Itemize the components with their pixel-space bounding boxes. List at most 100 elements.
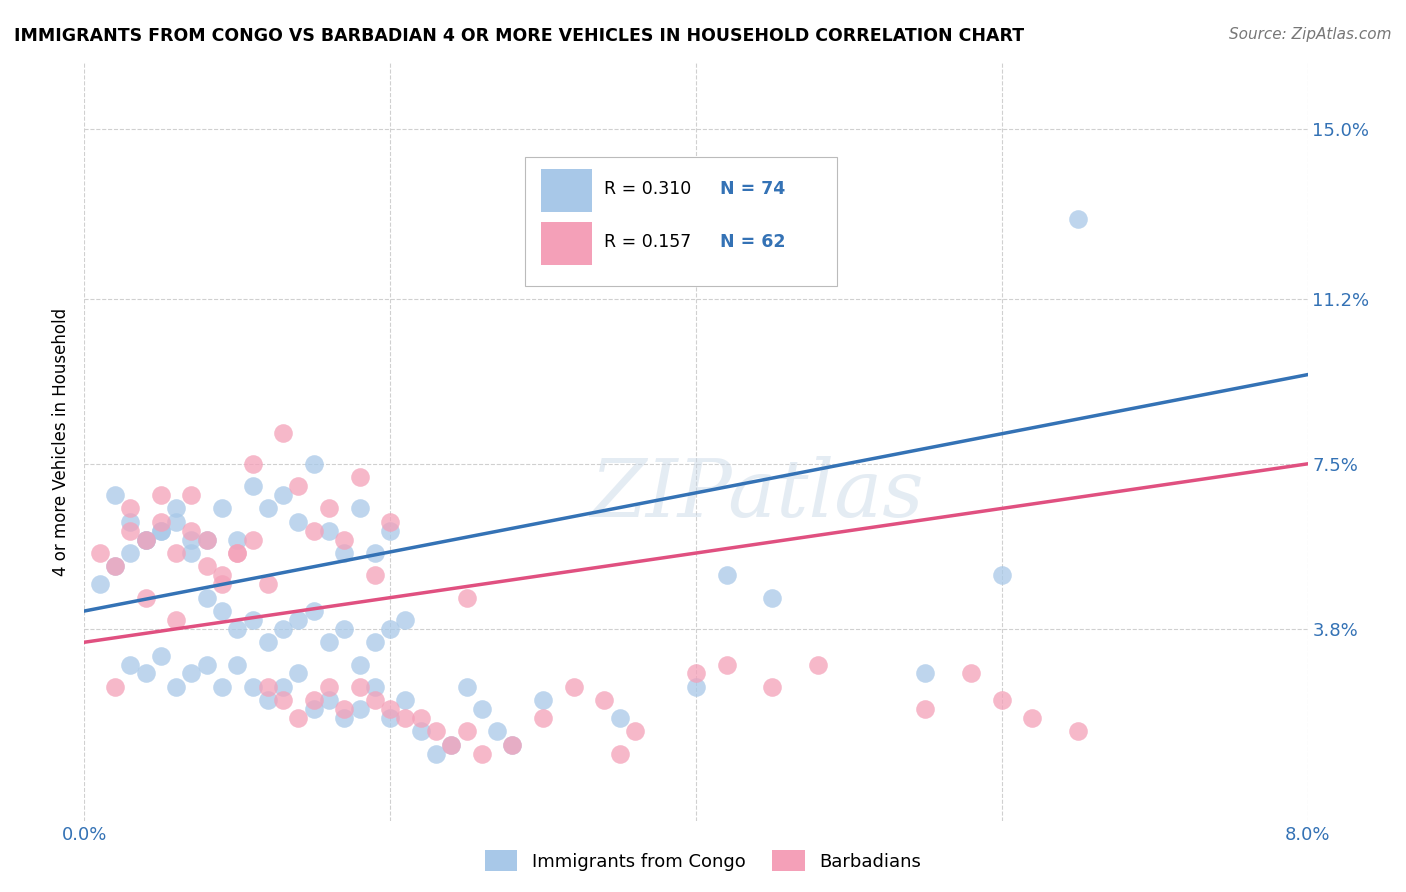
Text: R = 0.310: R = 0.310 <box>605 180 692 198</box>
Point <box>271 488 294 502</box>
Point <box>302 524 325 538</box>
Point <box>165 546 187 560</box>
Point <box>180 524 202 538</box>
Point <box>349 702 371 716</box>
Point <box>914 702 936 716</box>
Point <box>960 666 983 681</box>
FancyBboxPatch shape <box>541 169 592 211</box>
Point <box>1067 724 1090 739</box>
Point <box>318 524 340 538</box>
Point <box>257 577 280 591</box>
Point <box>104 488 127 502</box>
Point <box>486 724 509 739</box>
Point <box>364 546 387 560</box>
Point <box>409 711 432 725</box>
Point <box>302 457 325 471</box>
Point <box>120 515 142 529</box>
Point <box>257 501 280 516</box>
FancyBboxPatch shape <box>524 157 837 286</box>
Point <box>149 488 172 502</box>
Point <box>333 546 356 560</box>
Point <box>195 591 218 605</box>
Point <box>761 680 783 694</box>
Point <box>287 613 309 627</box>
Point <box>456 591 478 605</box>
Point <box>149 648 172 663</box>
Point <box>135 666 157 681</box>
Point <box>1021 711 1043 725</box>
Point <box>195 657 218 672</box>
Point <box>120 501 142 516</box>
Point <box>380 622 402 636</box>
Point <box>180 546 202 560</box>
Point <box>180 488 202 502</box>
Legend: Immigrants from Congo, Barbadians: Immigrants from Congo, Barbadians <box>478 843 928 879</box>
Point <box>394 693 416 707</box>
Point <box>195 559 218 574</box>
Point <box>380 524 402 538</box>
Point <box>104 559 127 574</box>
Point <box>318 680 340 694</box>
Point <box>349 501 371 516</box>
Point <box>242 479 264 493</box>
Text: IMMIGRANTS FROM CONGO VS BARBADIAN 4 OR MORE VEHICLES IN HOUSEHOLD CORRELATION C: IMMIGRANTS FROM CONGO VS BARBADIAN 4 OR … <box>14 27 1024 45</box>
Point <box>302 604 325 618</box>
Point <box>135 533 157 547</box>
Point <box>761 591 783 605</box>
Point <box>120 524 142 538</box>
Point <box>226 546 249 560</box>
Point <box>165 613 187 627</box>
Point <box>807 657 830 672</box>
Point <box>425 724 447 739</box>
Point <box>120 657 142 672</box>
Point <box>471 702 494 716</box>
Point <box>409 724 432 739</box>
Point <box>242 457 264 471</box>
Point <box>89 546 111 560</box>
Point <box>242 613 264 627</box>
Point <box>318 693 340 707</box>
Point <box>380 515 402 529</box>
Y-axis label: 4 or more Vehicles in Household: 4 or more Vehicles in Household <box>52 308 70 575</box>
Point <box>364 635 387 649</box>
Point <box>257 680 280 694</box>
Point <box>287 711 309 725</box>
Point <box>211 568 233 582</box>
Point <box>242 533 264 547</box>
Point <box>349 470 371 484</box>
Point <box>440 738 463 752</box>
Point <box>287 515 309 529</box>
Point <box>456 724 478 739</box>
Point <box>609 711 631 725</box>
Point <box>226 533 249 547</box>
Point <box>991 693 1014 707</box>
Point <box>180 533 202 547</box>
Point <box>257 693 280 707</box>
Point <box>531 693 554 707</box>
Point <box>333 711 356 725</box>
Text: N = 62: N = 62 <box>720 233 786 252</box>
Point <box>394 613 416 627</box>
Point <box>104 559 127 574</box>
Point <box>1067 211 1090 226</box>
Point <box>226 657 249 672</box>
Point <box>242 680 264 694</box>
FancyBboxPatch shape <box>541 222 592 265</box>
Point <box>531 711 554 725</box>
Point <box>349 680 371 694</box>
Point <box>120 546 142 560</box>
Text: R = 0.157: R = 0.157 <box>605 233 692 252</box>
Point <box>716 568 738 582</box>
Point <box>364 568 387 582</box>
Point <box>914 666 936 681</box>
Point <box>149 515 172 529</box>
Point <box>195 533 218 547</box>
Text: ZIPatlas: ZIPatlas <box>591 456 924 533</box>
Point <box>149 524 172 538</box>
Point <box>165 501 187 516</box>
Point <box>89 577 111 591</box>
Text: Source: ZipAtlas.com: Source: ZipAtlas.com <box>1229 27 1392 42</box>
Point <box>271 693 294 707</box>
Point <box>471 747 494 761</box>
Point <box>394 711 416 725</box>
